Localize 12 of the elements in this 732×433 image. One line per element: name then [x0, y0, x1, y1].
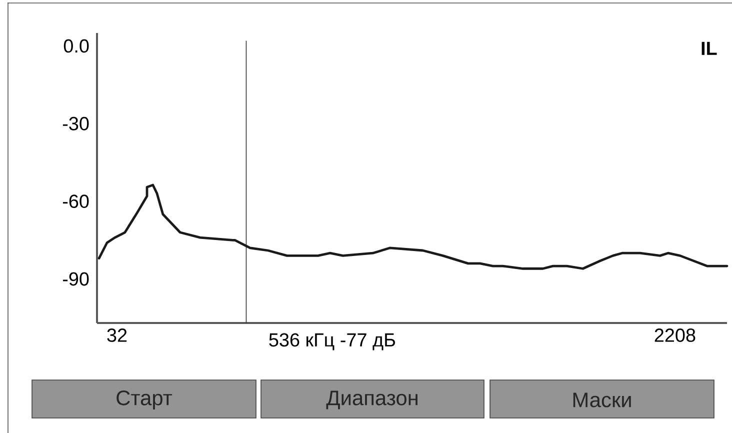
y-tick-label: -90 — [62, 272, 89, 286]
text: Диапазон — [326, 390, 418, 410]
text: Старт — [116, 390, 172, 410]
y-tick-label: -60 — [62, 194, 89, 208]
ref-line-label: 536 кГц -77 дБ — [269, 333, 395, 350]
x-tick-label: 32 — [107, 328, 127, 342]
text: Маски — [573, 392, 631, 408]
x-tick-label: 2208 — [654, 328, 696, 342]
line-series — [98, 184, 728, 270]
chart-title: IL — [702, 42, 717, 55]
y-tick-label: -30 — [62, 116, 89, 130]
y-tick-label: 0.0 — [64, 39, 89, 53]
